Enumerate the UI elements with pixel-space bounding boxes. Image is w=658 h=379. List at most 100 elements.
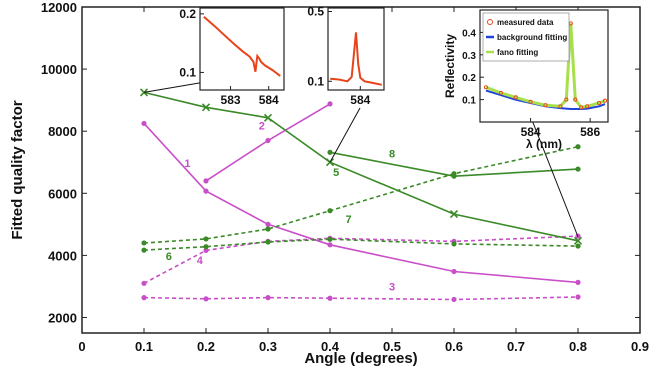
series-1-label: 1 <box>184 158 190 170</box>
inset-3-x-axis-label: λ (nm) <box>526 137 562 151</box>
series-3-point <box>265 295 271 301</box>
inset-3-y-tick-label: 0.4 <box>462 28 476 39</box>
series-1-point <box>265 221 271 227</box>
inset-3-y-tick-label: 0.1 <box>462 96 476 107</box>
series-3 <box>141 294 581 303</box>
series-1-point <box>575 279 581 285</box>
y-tick-label: 12000 <box>41 0 77 15</box>
series-8-point <box>451 173 457 179</box>
inset-3-x-tick-label: 586 <box>580 125 600 139</box>
inset-1-y-tick-label: 0.2 <box>179 7 196 21</box>
series-8-label: 8 <box>389 149 395 161</box>
series-3-point <box>141 295 147 301</box>
inset-2-x-tick-label: 584 <box>350 93 370 107</box>
series-1-line <box>143 122 579 284</box>
series-4-point <box>141 280 147 286</box>
series-3-point <box>327 295 333 301</box>
series-4-point <box>203 247 209 254</box>
inset-1-x-tick-label: 583 <box>221 93 241 107</box>
inset-3-measured-point <box>498 90 503 95</box>
x-tick-label: 0.4 <box>321 339 340 354</box>
series-6-point <box>141 247 147 253</box>
x-tick-label: 0.9 <box>631 339 649 354</box>
series-8-point <box>575 166 581 172</box>
inset-3-measured-point <box>558 104 563 109</box>
inset-connectors <box>143 81 579 237</box>
legend-box <box>482 12 570 62</box>
inset-3-measured-point <box>579 105 584 110</box>
inset-1: 583 584 0.2 0.1 <box>179 7 285 107</box>
series-5-line <box>143 91 579 242</box>
y-tick-label: 10000 <box>41 62 77 77</box>
inset-3-y-tick-label: 0.2 <box>462 73 476 84</box>
series-3-point <box>203 296 209 302</box>
series-5-marker-stroke <box>201 103 211 112</box>
legend-label: fano fitting <box>497 48 538 57</box>
series-1 <box>141 120 581 285</box>
y-tick-label: 6000 <box>48 186 77 201</box>
series-6-point <box>451 241 457 247</box>
inset-3-y-axis-label: Reflectivity <box>443 34 457 98</box>
x-tick-label: 0.3 <box>259 339 277 354</box>
plot-frame <box>81 6 641 334</box>
x-tick-label: 0.1 <box>135 339 153 354</box>
x-axis-label: Angle (degrees) <box>304 350 417 367</box>
series-7-line <box>143 145 579 244</box>
series-6 <box>141 236 581 253</box>
inset-2-y-tick-label: 0.5 <box>307 4 324 18</box>
series-5-point <box>449 210 459 219</box>
y-tick-label: 2000 <box>48 310 77 325</box>
series-6-point <box>265 239 271 245</box>
series-2 <box>203 101 333 184</box>
x-tick-label: 0 <box>78 339 85 354</box>
axis-ticks: 0 0.1 0.2 0.3 0.4 0.5 0.6 0.7 0.8 0.9 2000 4000 6000… <box>41 0 649 354</box>
series-4-label: 4 <box>197 255 204 267</box>
series-6-point <box>203 244 209 250</box>
legend-label: background fitting <box>497 33 567 42</box>
series-2-label: 2 <box>259 121 265 133</box>
insets-layer: 583 584 0.2 0.1 584 0.5 0.1 584 586 0.4 0.3 0.2 0.1 R… <box>179 4 609 151</box>
series-5-marker-stroke <box>573 236 583 245</box>
series-7-point <box>575 144 581 150</box>
series-layer <box>139 88 583 303</box>
inset-3-measured-point <box>573 97 578 102</box>
series-3-point <box>451 296 457 303</box>
y-tick-label: 4000 <box>48 248 77 263</box>
series-2-point <box>203 178 209 184</box>
x-tick-label: 0.7 <box>507 339 525 354</box>
x-tick-label: 0.2 <box>197 339 215 354</box>
legend-marker <box>487 19 493 25</box>
series-1-point <box>203 188 209 194</box>
series-5-point <box>573 236 583 245</box>
series-3-line <box>143 296 579 301</box>
series-6-point <box>327 236 333 242</box>
series-8-point <box>327 149 333 155</box>
series-6-point <box>575 243 581 249</box>
y-axis-label: Fitted quality factor <box>9 100 26 239</box>
inset-2-connector <box>329 107 361 163</box>
series-1-point <box>141 120 147 127</box>
y-tick-label: 8000 <box>48 124 77 139</box>
inset-1-connector <box>143 81 206 93</box>
series-5-point <box>263 113 273 122</box>
inset-3-measured-point <box>543 103 548 108</box>
series-5-marker-stroke <box>263 113 273 122</box>
series-2-point <box>265 137 271 144</box>
inset-2-line <box>330 32 383 86</box>
series-1-point <box>451 268 457 275</box>
series-6-line <box>143 238 579 251</box>
inset-3-measured-point <box>564 97 569 102</box>
inset-3: 584 586 0.4 0.3 0.2 0.1 Reflectivity λ (nm) meas… <box>443 9 609 151</box>
inset-3-measured-point <box>528 99 533 104</box>
series-7-point <box>203 236 209 242</box>
series-3-label: 3 <box>389 281 395 293</box>
inset-3-legend: measured data background fitting fano fitt… <box>482 12 570 62</box>
inset-3-measured-point <box>513 95 518 100</box>
series-5-marker-stroke <box>449 210 459 219</box>
inset-1-y-tick-label: 0.1 <box>179 65 196 79</box>
series-7 <box>141 144 581 246</box>
inset-3-fano-line <box>485 23 606 110</box>
series-labels: 1 2 3 4 5 6 7 8 <box>166 121 395 294</box>
series-1-point <box>327 242 333 248</box>
